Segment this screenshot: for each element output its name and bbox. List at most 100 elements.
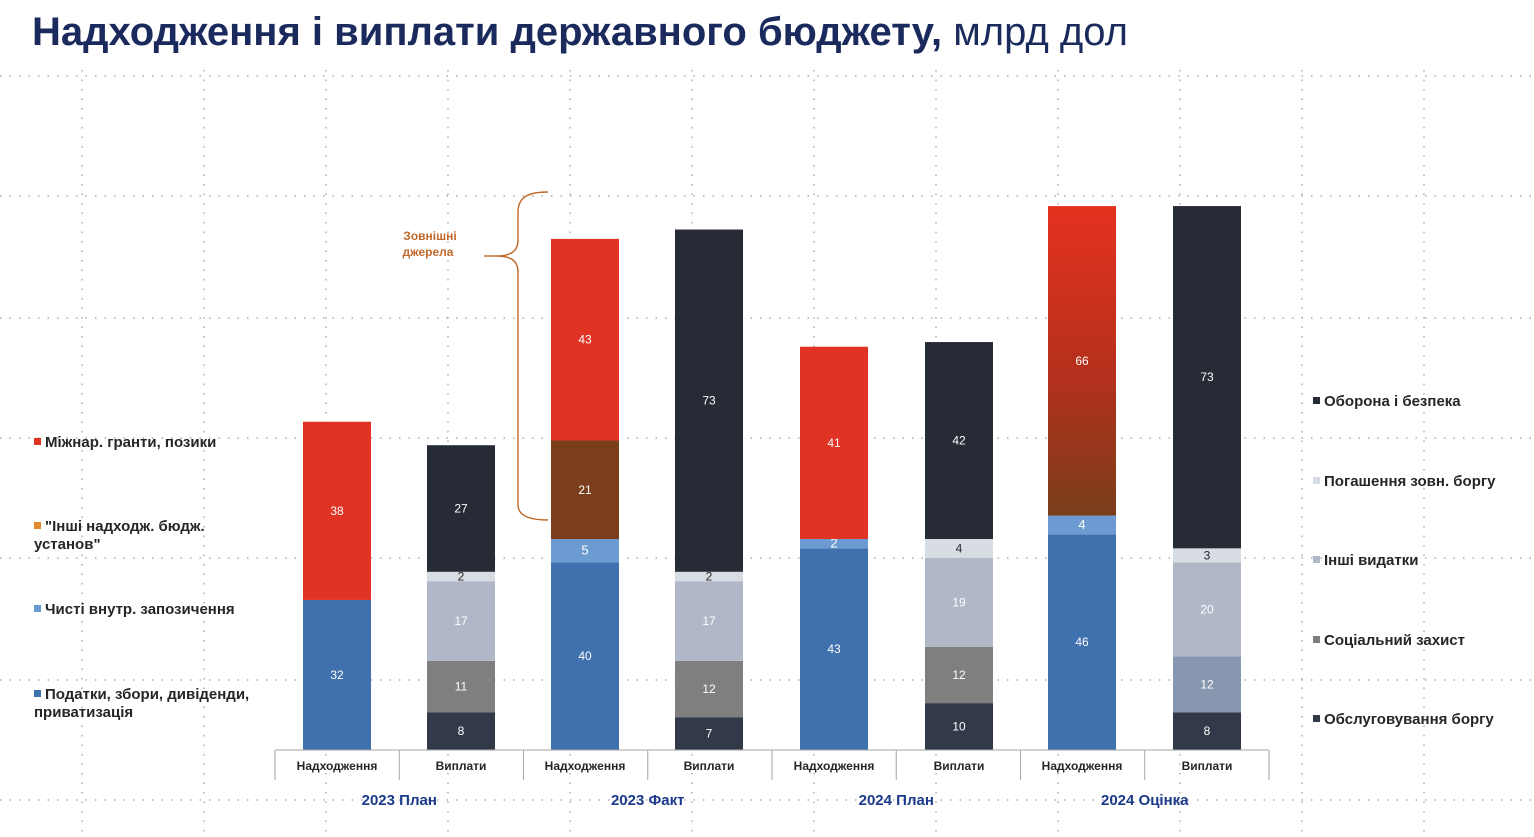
bar-revenue-segment: [800, 346, 868, 539]
bar-expense-segment: [675, 571, 743, 582]
bar-value-label: 17: [454, 614, 468, 628]
bar-revenue-segment: [1048, 515, 1116, 535]
legend-label: Чисті внутр. запозичення: [45, 601, 235, 618]
group-label: 2024 План: [859, 792, 934, 809]
bar-value-label: 32: [330, 668, 344, 682]
bar-value-label: 4: [1078, 517, 1085, 532]
bar-expense-segment: [675, 717, 743, 750]
legend-label: Податки, збори, дивіденди, приватизація: [34, 686, 250, 721]
legend-item: Погашення зовн. боргу: [1313, 473, 1495, 491]
legend-label: Інші видатки: [1324, 552, 1419, 569]
legend-swatch: [1313, 714, 1320, 722]
bar-value-label: 12: [702, 682, 716, 696]
x-tick-label: Виплати: [684, 759, 735, 773]
bar-value-label: 8: [1204, 724, 1211, 738]
x-tick-label: Виплати: [436, 759, 487, 773]
bar-value-label: 4: [956, 541, 963, 555]
bar-expense-segment: [675, 660, 743, 718]
bar-expense-segment: [427, 712, 495, 750]
bar-expense-segment: [427, 660, 495, 713]
x-tick-label: Виплати: [934, 759, 985, 773]
bar-value-label: 12: [952, 668, 966, 682]
legend-swatch: [34, 437, 41, 445]
chart-title-unit: млрд дол: [953, 10, 1128, 54]
legend-swatch: [1313, 635, 1320, 643]
legend-label: Оборона і безпека: [1324, 393, 1461, 410]
bar-value-label: 38: [330, 504, 344, 518]
bar-value-label: 42: [952, 434, 966, 448]
group-label: 2023 План: [362, 792, 437, 809]
bar-value-label: 73: [702, 394, 716, 408]
bar-revenue-segment: [1048, 206, 1116, 516]
bar-expense-segment: [925, 646, 993, 704]
bar-expense-segment: [675, 581, 743, 661]
bar-revenue-segment: [551, 440, 619, 539]
bar-value-label: 2: [458, 570, 465, 584]
bar-value-label: 3: [1204, 548, 1211, 562]
legend-item: Чисті внутр. запозичення: [34, 601, 235, 619]
legend-item: Міжнар. гранти, позики: [34, 434, 216, 452]
bar-expense-segment: [925, 557, 993, 647]
bar-expense-segment: [1173, 562, 1241, 657]
bar-value-label: 20: [1200, 602, 1214, 616]
legend-label: Погашення зовн. боргу: [1324, 473, 1496, 490]
legend-item: "Інші надходж. бюдж. установ": [34, 518, 205, 554]
legend-item: Інші видатки: [1313, 552, 1418, 570]
bar-revenue-segment: [303, 599, 371, 750]
bar-expense-segment: [925, 703, 993, 750]
bar-value-label: 2: [830, 536, 837, 551]
bar-value-label: 27: [454, 502, 468, 516]
x-tick-label: Надходження: [1042, 759, 1123, 773]
legend-swatch: [34, 604, 41, 612]
legend-swatch: [1313, 476, 1320, 484]
bar-value-label: 43: [827, 642, 841, 656]
legend-item: Соціальний захист: [1313, 632, 1465, 650]
bar-value-label: 10: [952, 720, 966, 734]
bar-value-label: 19: [952, 595, 966, 609]
bar-revenue-segment: [551, 538, 619, 563]
bar-revenue-segment: [800, 548, 868, 750]
legend-swatch: [34, 521, 41, 529]
x-tick-label: Надходження: [297, 759, 378, 773]
bar-expense-segment: [1173, 206, 1241, 549]
bar-revenue-segment: [800, 538, 868, 549]
bar-expense-segment: [427, 581, 495, 661]
bar-value-label: 66: [1075, 354, 1089, 368]
legend-label: Міжнар. гранти, позики: [45, 434, 217, 451]
bar-value-label: 40: [578, 649, 592, 663]
bar-expense-segment: [1173, 656, 1241, 713]
bar-value-label: 73: [1200, 370, 1214, 384]
legend-item: Оборона і безпека: [1313, 393, 1461, 411]
legend-label: Соціальний захист: [1324, 632, 1465, 649]
bar-expense-segment: [925, 538, 993, 558]
legend-item: Податки, збори, дивіденди, приватизація: [34, 686, 249, 722]
group-label: 2023 Факт: [611, 792, 685, 809]
bar-value-label: 12: [1200, 677, 1214, 691]
bar-value-label: 2: [706, 570, 713, 584]
bar-revenue-segment: [303, 421, 371, 600]
bar-value-label: 11: [455, 680, 468, 694]
bar-value-label: 46: [1075, 635, 1089, 649]
bar-value-label: 7: [706, 727, 713, 741]
bar-value-label: 43: [578, 333, 592, 347]
group-label: 2024 Оцінка: [1101, 792, 1189, 809]
bracket-external-sources: [495, 191, 549, 521]
bar-value-label: 5: [581, 543, 588, 558]
legend-item: Обслуговування боргу: [1313, 711, 1494, 729]
bar-expense-segment: [1173, 548, 1241, 563]
bar-expense-segment: [675, 229, 743, 572]
legend-swatch: [34, 689, 41, 697]
bar-expense-segment: [925, 342, 993, 539]
bar-expense-segment: [427, 571, 495, 582]
bar-expense-segment: [427, 445, 495, 572]
legend-swatch: [1313, 555, 1320, 563]
x-tick-label: Виплати: [1182, 759, 1233, 773]
annotation-label-line2: джерела: [403, 245, 454, 259]
legend-label: "Інші надходж. бюдж. установ": [34, 518, 205, 553]
bar-value-label: 41: [827, 436, 841, 450]
legend-swatch: [1313, 396, 1320, 404]
x-tick-label: Надходження: [794, 759, 875, 773]
bar-value-label: 21: [578, 483, 592, 497]
bar-revenue-segment: [1048, 534, 1116, 750]
